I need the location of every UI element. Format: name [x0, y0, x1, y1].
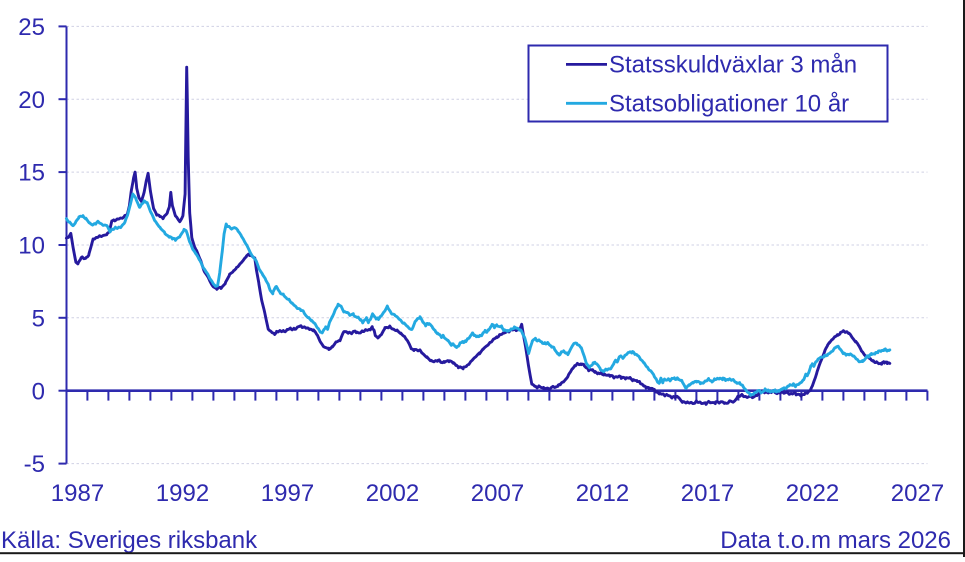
- svg-text:2027: 2027: [891, 480, 944, 507]
- svg-text:2002: 2002: [366, 480, 419, 507]
- svg-text:10: 10: [18, 233, 45, 260]
- svg-text:Data t.o.m mars 2026: Data t.o.m mars 2026: [720, 527, 951, 554]
- svg-text:2017: 2017: [681, 480, 734, 507]
- svg-text:-5: -5: [24, 451, 45, 478]
- svg-text:Källa: Sveriges riksbank: Källa: Sveriges riksbank: [1, 527, 258, 554]
- svg-text:15: 15: [18, 160, 45, 187]
- svg-text:1997: 1997: [261, 480, 314, 507]
- svg-text:1987: 1987: [51, 480, 104, 507]
- svg-text:2022: 2022: [786, 480, 839, 507]
- svg-text:5: 5: [32, 305, 45, 332]
- svg-text:Statsskuldväxlar 3 mån: Statsskuldväxlar 3 mån: [609, 52, 857, 79]
- svg-text:0: 0: [32, 378, 45, 405]
- svg-text:25: 25: [18, 14, 45, 41]
- svg-text:1992: 1992: [156, 480, 209, 507]
- svg-text:2007: 2007: [471, 480, 524, 507]
- svg-text:20: 20: [18, 87, 45, 114]
- svg-text:2012: 2012: [576, 480, 629, 507]
- svg-text:Statsobligationer 10 år: Statsobligationer 10 år: [609, 91, 849, 118]
